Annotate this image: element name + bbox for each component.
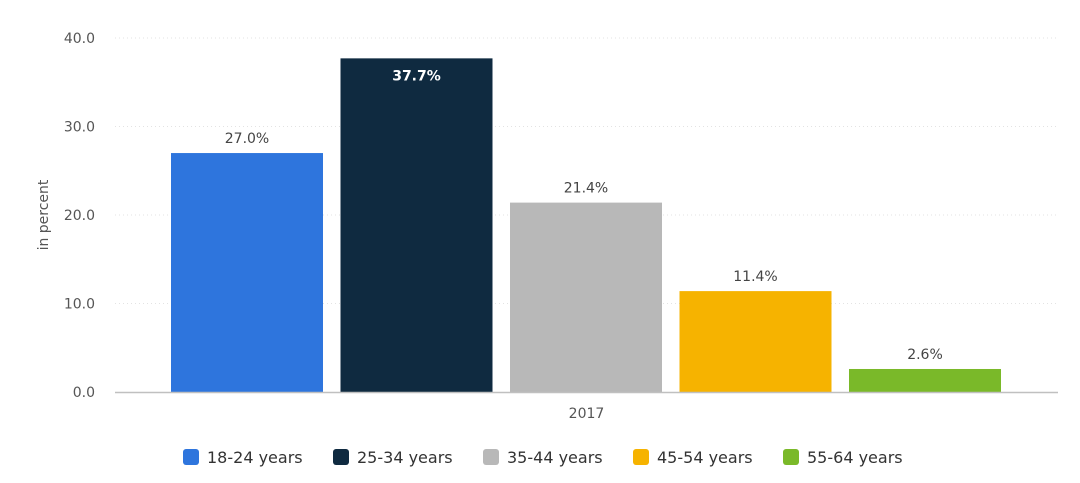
y-tick-label: 20.0 (64, 208, 95, 224)
legend-swatch (183, 449, 199, 465)
y-tick-label: 10.0 (64, 297, 95, 313)
legend-swatch (783, 449, 799, 465)
legend-label: 25-34 years (357, 447, 453, 467)
bar-value-label: 11.4% (733, 269, 777, 285)
legend-label: 45-54 years (657, 447, 753, 467)
legend-swatch (483, 449, 499, 465)
bar-value-label: 21.4% (564, 181, 608, 197)
bar-55-64-years (849, 368, 1001, 392)
y-axis-label: in percent (36, 179, 52, 250)
legend-label: 18-24 years (207, 447, 303, 467)
legend-item[interactable]: 25-34 years (333, 444, 453, 470)
legend-item[interactable]: 45-54 years (633, 444, 753, 470)
legend-swatch (633, 449, 649, 465)
legend-item[interactable]: 35-44 years (483, 444, 603, 470)
legend: 18-24 years 25-34 years 35-44 years 45-54 y… (0, 444, 1080, 470)
bar-45-54-years (679, 291, 832, 392)
legend-label: 35-44 years (507, 447, 603, 467)
bars (171, 58, 1001, 392)
legend-item[interactable]: 55-64 years (783, 444, 903, 470)
legend-label: 55-64 years (807, 447, 903, 467)
bar-value-label: 37.7% (392, 68, 441, 84)
bar-value-label: 27.0% (225, 131, 269, 147)
bar-18-24-years (171, 153, 323, 392)
bar-35-44-years (510, 202, 662, 392)
bar-chart: 0.0 10.0 20.0 30.0 40.0 27.0% 37.7% 21.4% 11.4%… (36, 31, 1058, 422)
y-tick-label: 0.0 (73, 385, 95, 401)
bar-value-label: 2.6% (907, 347, 943, 363)
legend-swatch (333, 449, 349, 465)
y-axis-ticks: 0.0 10.0 20.0 30.0 40.0 (64, 31, 95, 401)
x-category-label: 2017 (569, 406, 605, 422)
y-tick-label: 40.0 (64, 31, 95, 47)
bar-25-34-years (340, 58, 493, 392)
y-tick-label: 30.0 (64, 120, 95, 136)
legend-item[interactable]: 18-24 years (183, 444, 303, 470)
bar-labels: 27.0% 37.7% 21.4% 11.4% 2.6% (225, 68, 943, 363)
